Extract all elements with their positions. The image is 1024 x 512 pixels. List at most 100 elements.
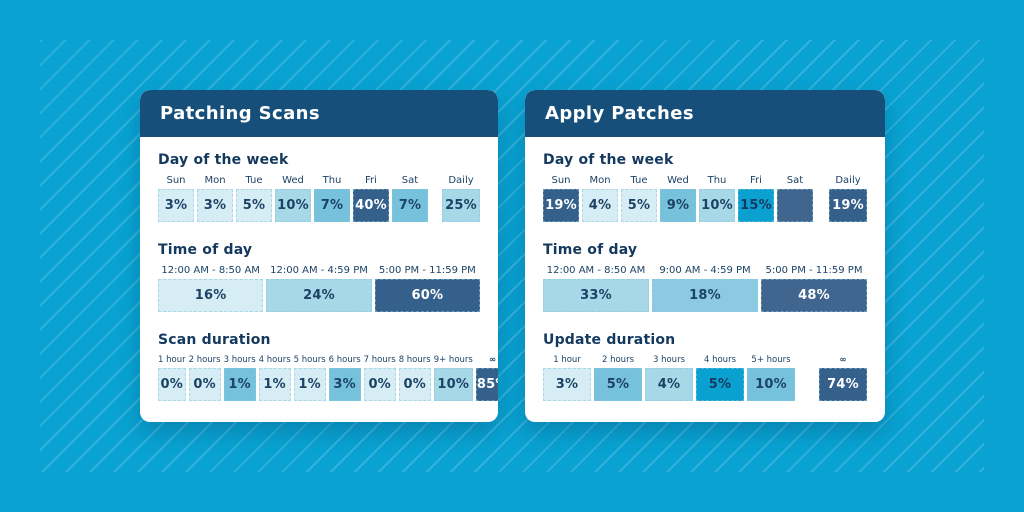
stat-cell: 19% bbox=[829, 189, 867, 222]
stat-cell: 48% bbox=[761, 279, 867, 312]
stat-col-2-hours: 2 hours 5% bbox=[594, 355, 642, 401]
stat-col-1-hour: 1 hour 3% bbox=[543, 355, 591, 401]
stat-col-sat: Sat bbox=[777, 175, 813, 222]
section-time-of-day: Time of day 12:00 AM - 8:50 AM 33% 9:00 AM … bbox=[543, 242, 867, 312]
stat-col-sun: Sun 3% bbox=[158, 175, 194, 222]
section-heading: Scan duration bbox=[158, 332, 271, 348]
infinity-icon: ∞ bbox=[489, 355, 497, 365]
card-apply-patches: Apply Patches Day of the week Sun 19% Mon 4%… bbox=[525, 90, 885, 422]
cell-label: Mon bbox=[204, 175, 226, 186]
card-title: Apply Patches bbox=[545, 103, 694, 124]
stat-col-sat: Sat 7% bbox=[392, 175, 428, 222]
stat-cell bbox=[777, 189, 813, 222]
stat-col-12-00-am-8-50-am: 12:00 AM - 8:50 AM 16% bbox=[158, 265, 264, 312]
stat-col-12-00-am-4-59-pm: 12:00 AM - 4:59 PM 24% bbox=[266, 265, 372, 312]
cell-label: 5:00 PM - 11:59 PM bbox=[765, 265, 863, 276]
stat-cell: 10% bbox=[747, 368, 795, 401]
cell-label: 12:00 AM - 8:50 AM bbox=[546, 265, 646, 276]
stat-col-3-hours: 3 hours 4% bbox=[645, 355, 693, 401]
card-header: Apply Patches bbox=[525, 90, 885, 137]
cell-label: 1 hour bbox=[553, 355, 581, 365]
section-day-of-the-week: Day of the week Sun 3% Mon 3% Tue 5% Wed 10% Thu 7… bbox=[158, 152, 480, 222]
card-body: Day of the week Sun 19% Mon 4% Tue 5% Wed 9% Thu 1… bbox=[525, 137, 885, 421]
cell-label: Fri bbox=[365, 175, 377, 186]
stat-cell: 0% bbox=[398, 368, 431, 401]
stat-cell: 5% bbox=[696, 368, 744, 401]
stat-col-5-00-pm-11-59-pm: 5:00 PM - 11:59 PM 48% bbox=[761, 265, 867, 312]
section-heading: Day of the week bbox=[543, 152, 674, 168]
cell-label: 2 hours bbox=[188, 355, 221, 365]
card-patching-scans: Patching Scans Day of the week Sun 3% Mon 3%… bbox=[140, 90, 498, 422]
stat-cell: 5% bbox=[594, 368, 642, 401]
cell-label: 6 hours bbox=[328, 355, 361, 365]
stat-col-7-hours: 7 hours 0% bbox=[363, 355, 396, 401]
cell-label: Tue bbox=[630, 175, 648, 186]
stat-cell: 3% bbox=[197, 189, 233, 222]
cell-label: 9+ hours bbox=[433, 355, 473, 365]
cell-label: Sat bbox=[401, 175, 419, 186]
section-heading: Day of the week bbox=[158, 152, 289, 168]
cell-label: Daily bbox=[448, 175, 474, 186]
cell-label: Wed bbox=[282, 175, 304, 186]
stat-cell: 19% bbox=[543, 189, 579, 222]
stat-col-2-hours: 2 hours 0% bbox=[188, 355, 221, 401]
stat-cell: 4% bbox=[582, 189, 618, 222]
stat-row: 12:00 AM - 8:50 AM 33% 9:00 AM - 4:59 PM 18… bbox=[543, 265, 867, 312]
stat-cell: 1% bbox=[223, 368, 256, 401]
cell-label: 3 hours bbox=[652, 355, 685, 365]
cell-label: 2 hours bbox=[601, 355, 634, 365]
cell-label: 8 hours bbox=[398, 355, 431, 365]
cell-label: 3 hours bbox=[223, 355, 256, 365]
stat-col-wed: Wed 9% bbox=[660, 175, 696, 222]
stat-cell: 18% bbox=[652, 279, 758, 312]
section-heading: Time of day bbox=[158, 242, 253, 258]
section-heading: Update duration bbox=[543, 332, 676, 348]
cell-label: Wed bbox=[667, 175, 689, 186]
stat-cell: 0% bbox=[188, 368, 221, 401]
cell-label: 12:00 AM - 4:59 PM bbox=[270, 265, 368, 276]
stat-cell: 3% bbox=[158, 189, 194, 222]
stat-col-6-hours: 6 hours 3% bbox=[328, 355, 361, 401]
stat-col-mon: Mon 3% bbox=[197, 175, 233, 222]
stat-col-4-hours: 4 hours 5% bbox=[696, 355, 744, 401]
stat-col-5+-hours: 5+ hours 10% bbox=[747, 355, 795, 401]
card-title: Patching Scans bbox=[160, 103, 320, 124]
cell-label: Fri bbox=[750, 175, 762, 186]
section-day-of-the-week: Day of the week Sun 19% Mon 4% Tue 5% Wed 9% Thu 1… bbox=[543, 152, 867, 222]
stat-col-thu: Thu 10% bbox=[699, 175, 735, 222]
infinity-icon: ∞ bbox=[839, 355, 847, 365]
stat-cell: 1% bbox=[258, 368, 291, 401]
stat-col-daily: Daily 25% bbox=[442, 175, 480, 222]
stat-cell: 4% bbox=[645, 368, 693, 401]
stat-cell: 25% bbox=[442, 189, 480, 222]
stat-col-8-hours: 8 hours 0% bbox=[398, 355, 431, 401]
stat-row: 12:00 AM - 8:50 AM 16% 12:00 AM - 4:59 PM 2… bbox=[158, 265, 480, 312]
cell-label: Thu bbox=[322, 175, 342, 186]
stat-cell: 10% bbox=[275, 189, 311, 222]
stat-cell: 15% bbox=[738, 189, 774, 222]
stat-cell: 40% bbox=[353, 189, 389, 222]
cell-label: Sun bbox=[551, 175, 571, 186]
stat-cell: 7% bbox=[392, 189, 428, 222]
stat-cell: 5% bbox=[621, 189, 657, 222]
stat-cell: 0% bbox=[158, 368, 186, 401]
stat-cell: 7% bbox=[314, 189, 350, 222]
cell-label: 4 hours bbox=[703, 355, 736, 365]
cell-label: 9:00 AM - 4:59 PM bbox=[659, 265, 751, 276]
stat-row: Sun 19% Mon 4% Tue 5% Wed 9% Thu 10% Fri 15% Sat Dail… bbox=[543, 175, 867, 222]
stat-col-fri: Fri 40% bbox=[353, 175, 389, 222]
cell-label: 7 hours bbox=[363, 355, 396, 365]
stat-col-9+-hours: 9+ hours 10% bbox=[433, 355, 473, 401]
stat-cell: 24% bbox=[266, 279, 372, 312]
stat-row: Sun 3% Mon 3% Tue 5% Wed 10% Thu 7% Fri 40% Sat 7% Dai… bbox=[158, 175, 480, 222]
stat-col-mon: Mon 4% bbox=[582, 175, 618, 222]
cell-label: 4 hours bbox=[258, 355, 291, 365]
stat-col-5-hours: 5 hours 1% bbox=[293, 355, 326, 401]
stat-cell: 74% bbox=[819, 368, 867, 401]
stat-col-infinity: ∞ 74% bbox=[819, 355, 867, 401]
card-body: Day of the week Sun 3% Mon 3% Tue 5% Wed 10% Thu 7… bbox=[140, 137, 498, 421]
stat-col-4-hours: 4 hours 1% bbox=[258, 355, 291, 401]
stat-cell: 9% bbox=[660, 189, 696, 222]
stat-cell: 16% bbox=[158, 279, 264, 312]
stat-cell: 5% bbox=[236, 189, 272, 222]
